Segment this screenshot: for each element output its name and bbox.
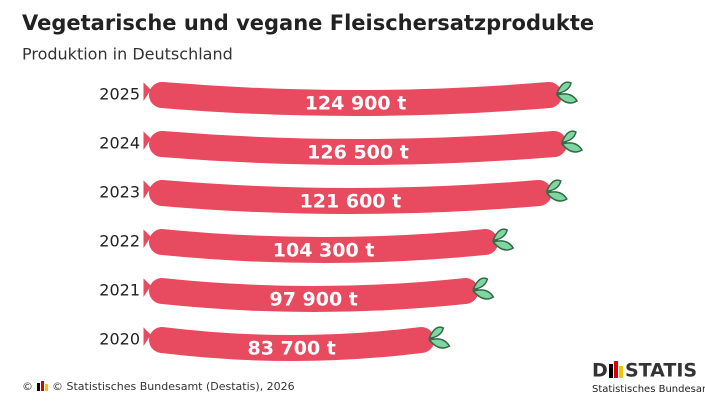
- logo-left: D: [592, 360, 608, 382]
- leaf: [491, 228, 515, 251]
- sausage-bar: [149, 131, 567, 165]
- sausage-bar: [149, 82, 563, 116]
- sausage-knot: [143, 82, 151, 101]
- chart-title: Vegetarische und vegane Fleischersatzpro…: [22, 11, 594, 35]
- logo-right: STATIS: [625, 360, 697, 382]
- sausage-knot: [143, 327, 151, 346]
- leaf: [560, 130, 584, 153]
- source: © © Statistisches Bundesamt (Destatis), …: [22, 380, 295, 393]
- category-label: 2025: [99, 85, 140, 104]
- leaf: [472, 277, 495, 300]
- category-label: 2021: [99, 281, 140, 300]
- category-label: 2020: [99, 330, 140, 349]
- value-label: 97 900 t: [269, 289, 357, 311]
- sausage-bar: [149, 278, 479, 312]
- source-text: © Statistisches Bundesamt (Destatis), 20…: [52, 380, 295, 393]
- sausage-bar: [149, 327, 435, 361]
- sausage-knot: [143, 229, 151, 248]
- sausage-knot: [143, 278, 151, 297]
- sausage-bar: [149, 180, 552, 214]
- sausage-bar: [149, 229, 499, 263]
- chart-subtitle: Produktion in Deutschland: [22, 45, 233, 64]
- logo: D STATIS Statistisches Bundesamt: [592, 360, 705, 396]
- category-label: 2023: [99, 183, 140, 202]
- logo-subtitle: Statistisches Bundesamt: [592, 384, 705, 395]
- category-label: 2022: [99, 232, 140, 251]
- leaf: [555, 81, 579, 104]
- value-label: 121 600 t: [300, 191, 402, 213]
- logo-bar: [614, 361, 618, 378]
- leaf: [545, 179, 568, 202]
- copyright: ©: [22, 380, 33, 393]
- category-label: 2024: [99, 134, 140, 153]
- value-label: 124 900 t: [305, 93, 407, 115]
- sausage-knot: [143, 180, 151, 199]
- flag-bar: [37, 383, 40, 391]
- logo-bar: [619, 366, 623, 378]
- flag-bar: [45, 384, 48, 391]
- value-label: 126 500 t: [307, 142, 409, 164]
- value-label: 83 700 t: [247, 338, 335, 360]
- value-label: 104 300 t: [273, 240, 375, 262]
- flag-bar: [41, 381, 44, 391]
- logo-bar: [609, 364, 613, 378]
- leaf: [428, 326, 451, 349]
- sausage-knot: [143, 131, 151, 150]
